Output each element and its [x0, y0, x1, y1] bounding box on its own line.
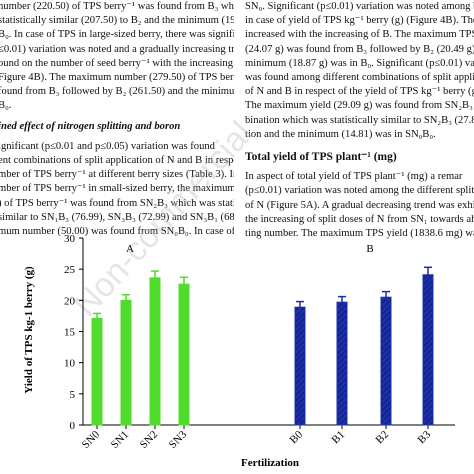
text-line: mber of TPS berry⁻¹ in small-sized berry… — [0, 183, 234, 195]
x-tick-label: SN0 — [80, 428, 103, 451]
text-line: found from B₃ followed by B₂ (261.50) an… — [0, 86, 234, 98]
text-line: ignificant (p≤0.01 and p≤0.05) variation… — [0, 140, 215, 152]
x-tick-label: SN1 — [109, 429, 131, 451]
text-line: number (220.50) of TPS berry⁻¹ was found… — [0, 1, 234, 12]
text-line: statistically similar (207.50) to B₂ and… — [0, 15, 234, 27]
x-tick-label: SN2 — [138, 429, 160, 451]
text-line: ound on the number of seed berry⁻¹ with … — [0, 57, 234, 69]
bar — [294, 306, 306, 426]
text-line: tion and the minimum (14.81) was in SN₀B… — [245, 128, 436, 140]
x-axis-title: Fertilization — [241, 457, 299, 469]
text-line: ting number. The maximum TPS yield (1838… — [245, 228, 474, 240]
y-tick-label: 5 — [70, 389, 76, 401]
text-line: mum number (50.00) was found from SN₀B₀.… — [0, 226, 234, 238]
text-line: The maximum yield (29.09 g) was found fr… — [245, 100, 474, 112]
text-line: increased with the increasing of B. The … — [245, 29, 474, 41]
text-line: ≤0.01) variation was noted and a gradual… — [0, 43, 234, 55]
y-tick-label: 15 — [64, 327, 76, 339]
y-tick-label: 25 — [64, 264, 76, 276]
text-line: bination which was statistically similar… — [245, 114, 474, 126]
left-column: number (220.50) of TPS berry⁻¹ was found… — [0, 0, 234, 239]
y-tick-label: 20 — [64, 295, 76, 307]
panel-label: B — [366, 243, 373, 255]
x-tick-label: B3 — [416, 428, 434, 446]
y-axis-title: Yield of TPS kg-1 berry (g) — [23, 266, 35, 394]
bar — [178, 283, 190, 426]
text-line: B₀. In case of TPS in large-sized berry,… — [0, 29, 234, 41]
y-tick-label: 10 — [64, 358, 76, 370]
text-line: (24.07 g) was found from B₃ followed by … — [245, 43, 474, 55]
text-line: mber of TPS berry⁻¹ at different berry s… — [0, 169, 234, 181]
text-line: (p≤0.01) variation was noted among the d… — [245, 185, 474, 197]
x-tick-label: B1 — [330, 429, 348, 447]
x-tick-label: SN3 — [167, 428, 190, 451]
panel-label: A — [126, 243, 134, 255]
bar — [380, 296, 392, 426]
bar — [120, 299, 132, 426]
bar — [336, 301, 348, 426]
text-line: of N (Figure 5A). A gradual decreasing t… — [245, 199, 474, 211]
text-line: ent combinations of split application of… — [0, 155, 234, 167]
bar — [422, 274, 434, 426]
text-line: In aspect of total yield of TPS plant⁻¹ … — [245, 171, 463, 183]
text-line: B₀. — [0, 100, 12, 112]
text-line: the increasing of split doses of N from … — [245, 213, 474, 225]
y-tick-label: 30 — [64, 233, 76, 245]
text-line: of N and B in respect of the yield of TP… — [245, 86, 474, 98]
right-column: SN₀. Significant (p≤0.01) variation was … — [245, 0, 474, 241]
text-line: ) of TPS berry⁻¹ was found from SN₂B₃ wh… — [0, 197, 234, 209]
text-line: Figure 4B). The maximum number (279.50) … — [0, 72, 234, 84]
y-tick-label: 0 — [70, 420, 76, 432]
section-heading: ined effect of nitrogen splitting and bo… — [0, 120, 181, 132]
text-line: was found among different combinations o… — [245, 72, 474, 84]
text-line: minimum (18.87 g) was in B₀. Significant… — [245, 57, 474, 69]
bar — [149, 277, 161, 426]
x-tick-label: B0 — [288, 428, 306, 446]
section-heading: Total yield of TPS plant⁻¹ (mg) — [245, 151, 397, 164]
x-tick-label: B2 — [374, 429, 392, 447]
bar — [91, 317, 103, 426]
text-line: SN₀. Significant (p≤0.01) variation was … — [245, 1, 474, 12]
text-line: in case of yield of TPS kg⁻¹ berry (g) (… — [245, 15, 474, 27]
text-line: similar to SN₁B₃ (76.99), SN₃B₃ (72.99) … — [0, 211, 234, 223]
